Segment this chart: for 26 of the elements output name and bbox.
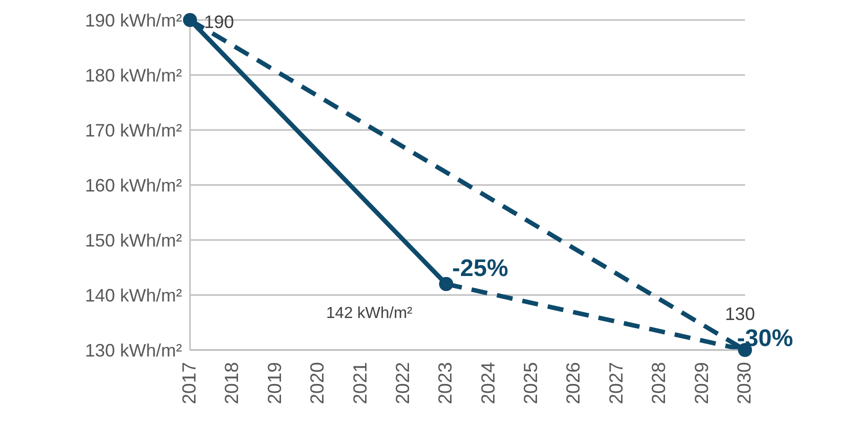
x-tick-label: 2019 bbox=[264, 362, 286, 404]
annotation: 190 bbox=[204, 12, 234, 32]
y-tick-label: 190 kWh/m² bbox=[84, 10, 182, 30]
y-tick-label: 150 kWh/m² bbox=[84, 230, 182, 250]
y-tick-label: 170 kWh/m² bbox=[84, 120, 182, 140]
x-tick-label: 2025 bbox=[521, 362, 542, 404]
y-tick-label: 180 kWh/m² bbox=[84, 65, 182, 86]
annotation: -25% bbox=[452, 255, 508, 282]
x-tick-label: 2026 bbox=[564, 362, 585, 404]
y-tick-label: 140 kWh/m² bbox=[84, 285, 182, 306]
x-tick-label: 2022 bbox=[392, 362, 414, 404]
x-tick-label: 2027 bbox=[606, 362, 628, 404]
x-tick-label: 2018 bbox=[222, 362, 244, 404]
y-tick-label: 160 kWh/m² bbox=[84, 175, 182, 196]
x-tick-label: 2021 bbox=[350, 362, 372, 404]
annotation: -30% bbox=[737, 325, 794, 352]
annotation: 130 bbox=[725, 304, 756, 324]
y-tick-label: 130 kWh/m² bbox=[84, 340, 182, 360]
x-tick-label: 2023 bbox=[436, 362, 457, 404]
x-tick-label: 2029 bbox=[692, 362, 713, 404]
x-tick-label: 2020 bbox=[308, 362, 329, 404]
x-tick-label: 2017 bbox=[180, 362, 200, 404]
x-tick-label: 2028 bbox=[649, 362, 670, 404]
x-tick-label: 2024 bbox=[478, 362, 500, 404]
annotation: 142 kWh/m² bbox=[326, 305, 414, 322]
x-tick-label: 2030 bbox=[734, 362, 756, 404]
